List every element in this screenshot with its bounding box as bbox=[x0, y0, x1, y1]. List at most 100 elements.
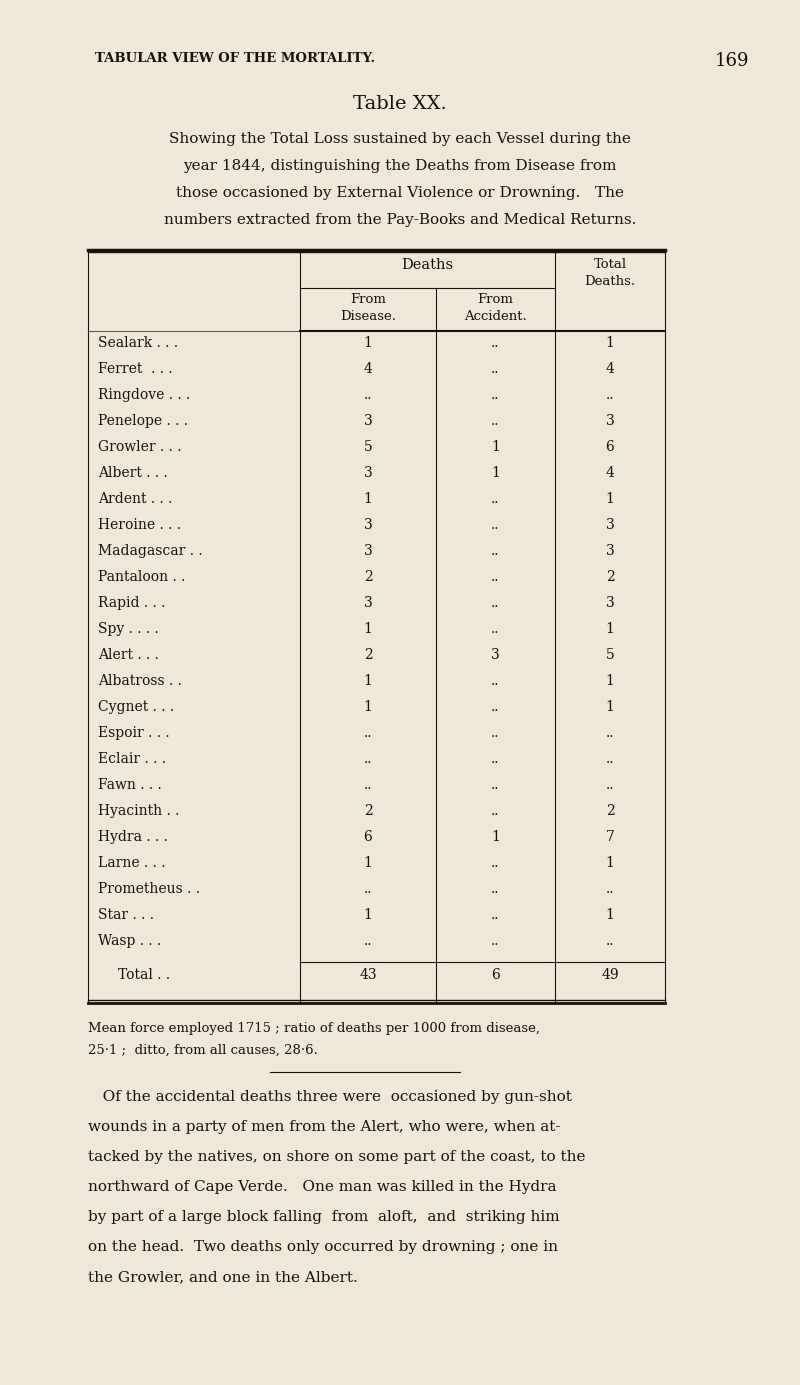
Text: ..: .. bbox=[364, 882, 372, 896]
Text: ..: .. bbox=[491, 699, 500, 715]
Text: ..: .. bbox=[364, 752, 372, 766]
Text: From: From bbox=[478, 294, 514, 306]
Text: Espoir . . .: Espoir . . . bbox=[98, 726, 170, 740]
Text: ..: .. bbox=[606, 752, 614, 766]
Text: Total: Total bbox=[594, 258, 626, 271]
Text: wounds in a party of men from the Alert, who were, when at-: wounds in a party of men from the Alert,… bbox=[88, 1120, 561, 1134]
Text: Rapid . . .: Rapid . . . bbox=[98, 596, 166, 609]
Text: 3: 3 bbox=[364, 544, 372, 558]
Text: Pantaloon . .: Pantaloon . . bbox=[98, 571, 186, 584]
Text: ..: .. bbox=[364, 933, 372, 947]
Text: 3: 3 bbox=[606, 596, 614, 609]
Text: ..: .. bbox=[491, 596, 500, 609]
Text: ..: .. bbox=[491, 674, 500, 688]
Text: ..: .. bbox=[606, 933, 614, 947]
Text: Penelope . . .: Penelope . . . bbox=[98, 414, 188, 428]
Text: Larne . . .: Larne . . . bbox=[98, 856, 166, 870]
Text: Wasp . . .: Wasp . . . bbox=[98, 933, 162, 947]
Text: ..: .. bbox=[491, 882, 500, 896]
Text: 3: 3 bbox=[364, 518, 372, 532]
Text: 6: 6 bbox=[491, 968, 500, 982]
Text: 1: 1 bbox=[491, 830, 500, 843]
Text: those occasioned by External Violence or Drowning.   The: those occasioned by External Violence or… bbox=[176, 186, 624, 199]
Text: 1: 1 bbox=[606, 337, 614, 350]
Text: 1: 1 bbox=[491, 440, 500, 454]
Text: 2: 2 bbox=[606, 805, 614, 819]
Text: ..: .. bbox=[606, 882, 614, 896]
Text: ..: .. bbox=[606, 778, 614, 792]
Text: Total . .: Total . . bbox=[118, 968, 170, 982]
Text: year 1844, distinguishing the Deaths from Disease from: year 1844, distinguishing the Deaths fro… bbox=[183, 159, 617, 173]
Text: 1: 1 bbox=[363, 674, 373, 688]
Text: 25·1 ;  ditto, from all causes, 28·6.: 25·1 ; ditto, from all causes, 28·6. bbox=[88, 1044, 318, 1057]
Text: Deaths: Deaths bbox=[402, 258, 454, 271]
Text: 1: 1 bbox=[363, 492, 373, 506]
Text: 169: 169 bbox=[715, 53, 750, 71]
Text: 7: 7 bbox=[606, 830, 614, 843]
Text: Heroine . . .: Heroine . . . bbox=[98, 518, 181, 532]
Text: 1: 1 bbox=[606, 856, 614, 870]
Text: Hydra . . .: Hydra . . . bbox=[98, 830, 168, 843]
Text: 2: 2 bbox=[364, 805, 372, 819]
Text: ..: .. bbox=[491, 805, 500, 819]
Text: 1: 1 bbox=[606, 492, 614, 506]
Text: 4: 4 bbox=[606, 361, 614, 375]
Text: 2: 2 bbox=[364, 648, 372, 662]
Text: 5: 5 bbox=[364, 440, 372, 454]
Text: ..: .. bbox=[606, 388, 614, 402]
Text: ..: .. bbox=[491, 414, 500, 428]
Text: Madagascar . .: Madagascar . . bbox=[98, 544, 202, 558]
Text: 1: 1 bbox=[606, 622, 614, 636]
Text: the Growler, and one in the Albert.: the Growler, and one in the Albert. bbox=[88, 1270, 358, 1284]
Text: Albert . . .: Albert . . . bbox=[98, 465, 168, 481]
Text: Growler . . .: Growler . . . bbox=[98, 440, 182, 454]
Text: 3: 3 bbox=[491, 648, 500, 662]
Text: ..: .. bbox=[364, 778, 372, 792]
Text: Prometheus . .: Prometheus . . bbox=[98, 882, 200, 896]
Text: ..: .. bbox=[364, 726, 372, 740]
Text: 3: 3 bbox=[606, 414, 614, 428]
Text: ..: .. bbox=[491, 571, 500, 584]
Text: 3: 3 bbox=[606, 544, 614, 558]
Text: ..: .. bbox=[491, 726, 500, 740]
Text: 43: 43 bbox=[359, 968, 377, 982]
Text: ..: .. bbox=[491, 622, 500, 636]
Text: 1: 1 bbox=[363, 856, 373, 870]
Text: ..: .. bbox=[491, 518, 500, 532]
Text: 1: 1 bbox=[363, 337, 373, 350]
Text: 1: 1 bbox=[606, 699, 614, 715]
Text: 3: 3 bbox=[364, 596, 372, 609]
Text: Accident.: Accident. bbox=[464, 310, 527, 323]
Text: ..: .. bbox=[491, 361, 500, 375]
Text: by part of a large block falling  from  aloft,  and  striking him: by part of a large block falling from al… bbox=[88, 1210, 560, 1224]
Text: ..: .. bbox=[491, 337, 500, 350]
Text: Ferret  . . .: Ferret . . . bbox=[98, 361, 173, 375]
Text: 2: 2 bbox=[364, 571, 372, 584]
Text: Showing the Total Loss sustained by each Vessel during the: Showing the Total Loss sustained by each… bbox=[169, 132, 631, 145]
Text: Spy . . . .: Spy . . . . bbox=[98, 622, 158, 636]
Text: Deaths.: Deaths. bbox=[585, 276, 635, 288]
Text: ..: .. bbox=[491, 492, 500, 506]
Text: Of the accidental deaths three were  occasioned by gun-shot: Of the accidental deaths three were occa… bbox=[88, 1090, 572, 1104]
Text: Hyacinth . .: Hyacinth . . bbox=[98, 805, 179, 819]
Text: ..: .. bbox=[491, 778, 500, 792]
Text: Ringdove . . .: Ringdove . . . bbox=[98, 388, 190, 402]
Text: 1: 1 bbox=[363, 909, 373, 922]
Text: ..: .. bbox=[491, 909, 500, 922]
Text: Cygnet . . .: Cygnet . . . bbox=[98, 699, 174, 715]
Text: Disease.: Disease. bbox=[340, 310, 396, 323]
Text: 3: 3 bbox=[364, 414, 372, 428]
Text: Fawn . . .: Fawn . . . bbox=[98, 778, 162, 792]
Text: From: From bbox=[350, 294, 386, 306]
Text: 49: 49 bbox=[601, 968, 619, 982]
Text: 1: 1 bbox=[363, 699, 373, 715]
Text: ..: .. bbox=[364, 388, 372, 402]
Text: ..: .. bbox=[491, 544, 500, 558]
Text: 1: 1 bbox=[606, 909, 614, 922]
Text: Star . . .: Star . . . bbox=[98, 909, 154, 922]
Text: Mean force employed 1715 ; ratio of deaths per 1000 from disease,: Mean force employed 1715 ; ratio of deat… bbox=[88, 1022, 540, 1035]
Text: 4: 4 bbox=[363, 361, 373, 375]
Text: ..: .. bbox=[491, 856, 500, 870]
Text: ..: .. bbox=[606, 726, 614, 740]
Text: 6: 6 bbox=[606, 440, 614, 454]
